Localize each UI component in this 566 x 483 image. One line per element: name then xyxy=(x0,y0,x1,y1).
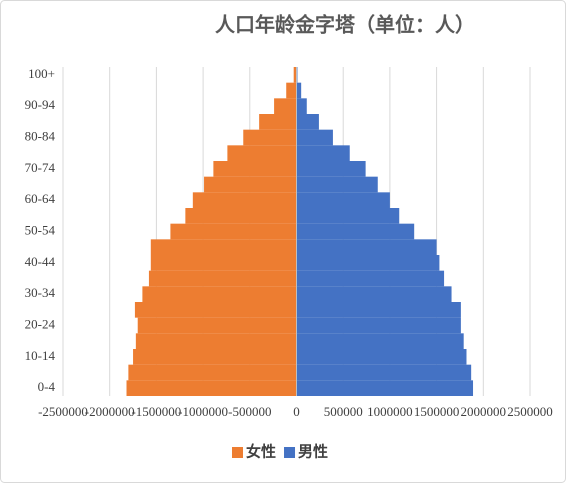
bar xyxy=(296,192,390,208)
bar xyxy=(296,82,302,99)
bar xyxy=(142,286,297,302)
bar xyxy=(185,208,297,224)
y-tick-label: 60-64 xyxy=(25,191,56,206)
bar xyxy=(126,380,297,396)
x-tick-label: 0 xyxy=(293,404,300,419)
bar xyxy=(259,114,297,130)
bar xyxy=(135,333,297,349)
x-tick-label: 2000000 xyxy=(461,404,507,419)
bar xyxy=(204,176,297,193)
bar xyxy=(296,255,440,271)
y-tick-label: 10-14 xyxy=(25,348,56,363)
y-tick-label: 30-34 xyxy=(25,285,56,300)
bar xyxy=(296,129,333,146)
bar xyxy=(170,223,297,240)
x-tick-label: 1500000 xyxy=(414,404,460,419)
y-tick-label: 70-74 xyxy=(25,160,56,175)
bar xyxy=(296,114,319,130)
y-tick-label: 80-84 xyxy=(25,128,56,143)
bar xyxy=(296,302,461,318)
x-tick-label: -500000 xyxy=(228,404,271,419)
y-tick-label: 90-94 xyxy=(25,97,56,112)
y-tick-label: 20-24 xyxy=(25,316,56,331)
bar xyxy=(150,239,297,255)
bar xyxy=(296,145,350,161)
legend-label: 女性 xyxy=(246,442,276,460)
x-tick-label: -1000000 xyxy=(178,404,228,419)
x-tick-label: -1500000 xyxy=(131,404,181,419)
bar xyxy=(148,270,297,287)
x-tick-label: 500000 xyxy=(324,404,363,419)
bar xyxy=(274,98,297,114)
bar xyxy=(133,349,297,365)
bar xyxy=(296,333,464,349)
bar xyxy=(134,302,297,318)
bar xyxy=(128,364,297,381)
bar xyxy=(296,98,307,114)
bar xyxy=(296,270,445,287)
bar xyxy=(296,364,472,381)
y-tick-label: 50-54 xyxy=(25,222,56,237)
bar xyxy=(286,82,297,99)
bar xyxy=(243,129,297,146)
bar xyxy=(296,349,467,365)
legend-swatch xyxy=(284,447,296,458)
bar xyxy=(296,239,437,255)
bar xyxy=(296,208,400,224)
x-tick-label: -2000000 xyxy=(85,404,135,419)
bar xyxy=(213,161,297,177)
x-tick-label: -2500000 xyxy=(38,404,88,419)
bar xyxy=(296,380,474,396)
bar xyxy=(227,145,297,161)
bar xyxy=(296,223,415,240)
bar xyxy=(296,317,461,334)
legend-label: 男性 xyxy=(298,442,328,460)
bar xyxy=(137,317,297,334)
bar xyxy=(293,67,297,83)
bar xyxy=(192,192,297,208)
y-tick-label: 100+ xyxy=(28,66,55,81)
chart-title: 人口年龄金字塔（单位：人） xyxy=(215,13,475,37)
x-tick-label: 2500000 xyxy=(507,404,553,419)
legend-swatch xyxy=(232,447,243,458)
bar xyxy=(296,286,452,302)
y-tick-label: 0-4 xyxy=(38,379,56,394)
bar xyxy=(296,176,378,193)
bar xyxy=(150,255,297,271)
x-tick-label: 1000000 xyxy=(367,404,413,419)
bar xyxy=(296,161,366,177)
y-tick-label: 40-44 xyxy=(25,254,56,269)
